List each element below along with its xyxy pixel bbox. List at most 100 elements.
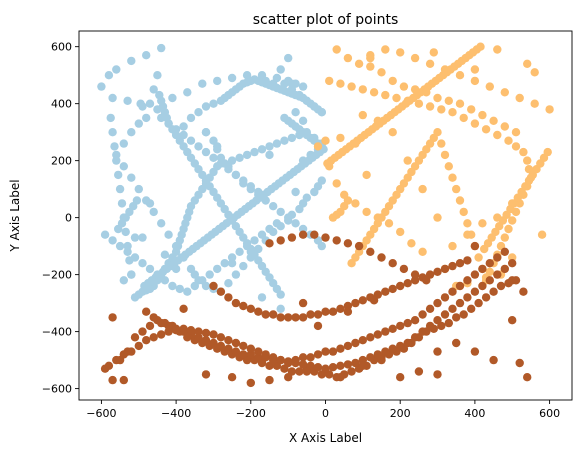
data-point — [186, 326, 196, 335]
data-point — [130, 233, 140, 242]
data-point — [463, 256, 472, 265]
data-point — [171, 326, 181, 335]
data-point — [381, 90, 390, 100]
data-point — [455, 99, 465, 108]
data-point — [381, 327, 390, 336]
data-point — [119, 162, 128, 171]
data-point — [108, 93, 117, 103]
data-point — [112, 355, 121, 365]
data-point — [433, 347, 442, 356]
data-point — [452, 313, 461, 322]
data-point — [160, 276, 170, 285]
data-point — [519, 147, 528, 157]
x-tick-label: −400 — [161, 407, 191, 420]
data-point — [287, 233, 297, 242]
data-point — [298, 353, 308, 362]
data-point — [437, 105, 446, 114]
data-point — [306, 353, 315, 362]
data-point — [298, 82, 308, 91]
data-point — [110, 142, 119, 151]
data-point — [336, 361, 345, 370]
data-point — [108, 313, 117, 322]
series-1 — [313, 42, 554, 291]
data-point — [470, 65, 480, 74]
data-point — [115, 241, 125, 251]
x-tick-label: 0 — [322, 407, 329, 420]
data-point — [246, 247, 255, 256]
data-point — [121, 227, 130, 237]
data-point — [235, 247, 244, 256]
data-point — [272, 219, 282, 228]
data-point — [448, 108, 457, 117]
data-point — [485, 259, 494, 268]
data-point — [425, 59, 435, 68]
data-point — [298, 360, 308, 369]
data-point — [272, 139, 282, 148]
data-point — [201, 102, 211, 111]
data-point — [108, 375, 117, 385]
data-point — [265, 224, 274, 234]
data-point — [321, 364, 330, 373]
data-point — [216, 287, 226, 296]
data-point — [496, 281, 506, 291]
data-point — [231, 338, 241, 348]
data-point — [351, 338, 360, 348]
data-point — [246, 378, 255, 388]
data-point — [201, 370, 211, 379]
data-point — [136, 99, 145, 108]
data-point — [313, 142, 323, 151]
data-point — [481, 125, 491, 134]
data-point — [452, 338, 461, 348]
data-point — [317, 241, 326, 251]
data-point — [227, 73, 237, 83]
y-tick-label: −600 — [42, 383, 72, 396]
data-point — [134, 119, 143, 128]
data-point — [100, 230, 110, 239]
data-point — [119, 350, 128, 359]
data-point — [444, 162, 453, 171]
data-point — [396, 48, 405, 57]
data-point — [332, 45, 341, 54]
data-point — [261, 350, 270, 359]
data-point — [381, 347, 390, 356]
data-point — [108, 236, 117, 245]
data-point — [179, 122, 188, 131]
data-point — [276, 65, 285, 74]
data-point — [138, 259, 147, 268]
data-point — [186, 113, 196, 123]
data-point — [463, 230, 472, 239]
data-point — [358, 361, 367, 370]
data-point — [149, 85, 158, 94]
data-point — [246, 182, 255, 191]
data-point — [343, 307, 353, 316]
data-point — [422, 88, 431, 97]
data-point — [478, 219, 487, 228]
data-point — [317, 108, 326, 117]
data-point — [515, 93, 524, 103]
data-point — [313, 321, 323, 331]
data-point — [254, 347, 263, 356]
data-point — [171, 264, 181, 274]
data-point — [410, 270, 420, 279]
data-point — [403, 318, 412, 328]
data-point — [160, 250, 170, 259]
data-point — [504, 136, 513, 145]
data-point — [366, 353, 375, 362]
data-point — [470, 241, 480, 251]
data-point — [440, 310, 450, 319]
data-point — [127, 347, 136, 356]
data-point — [523, 59, 532, 68]
data-point — [448, 287, 457, 296]
data-point — [332, 179, 341, 188]
data-point — [140, 281, 149, 291]
data-point — [455, 196, 465, 205]
chart-title: scatter plot of points — [253, 12, 399, 28]
data-point — [493, 253, 502, 262]
data-point — [216, 341, 226, 351]
data-point — [328, 347, 338, 356]
data-point — [362, 170, 371, 180]
data-point — [209, 330, 218, 339]
data-point — [298, 116, 308, 126]
data-point — [209, 153, 218, 162]
y-axis-label: Y Axis Label — [8, 179, 22, 252]
